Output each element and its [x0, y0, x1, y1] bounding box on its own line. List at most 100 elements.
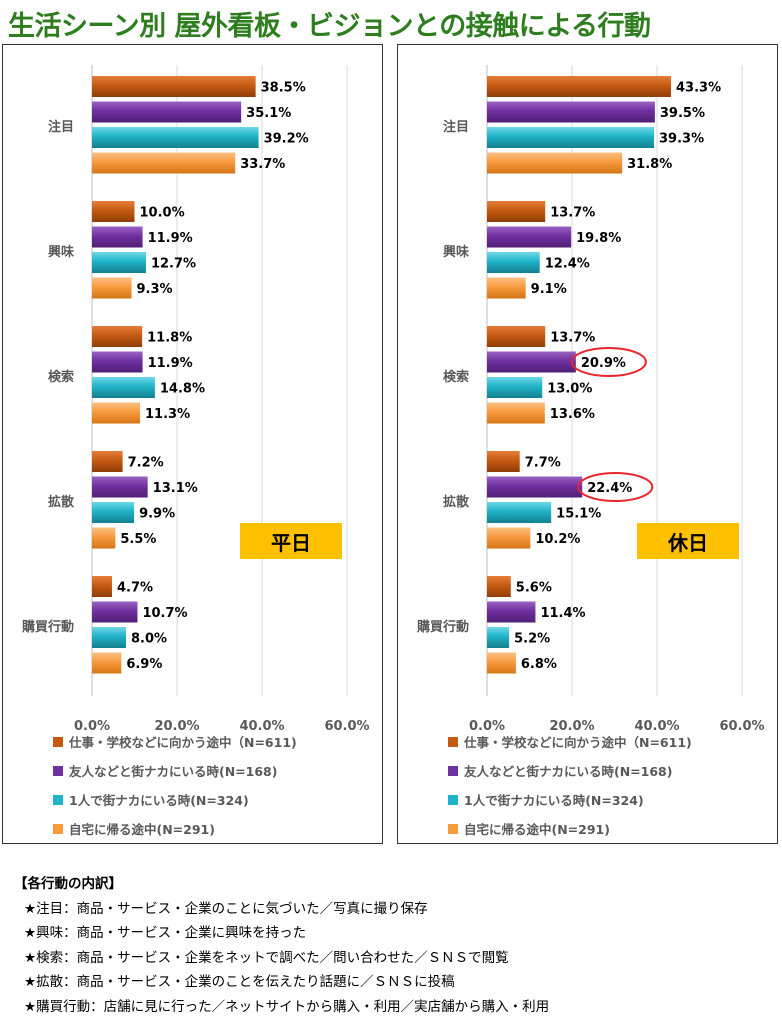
highlight-circle	[577, 472, 654, 502]
data-label: 7.2%	[128, 456, 164, 471]
legend-swatch	[53, 736, 63, 747]
data-label: 43.3%	[676, 81, 721, 96]
data-label: 10.0%	[140, 206, 185, 221]
bar	[487, 402, 545, 424]
legend-swatch	[448, 794, 458, 805]
legend-swatch	[53, 765, 63, 776]
legend-label: 自宅に帰る途中(N=291)	[464, 822, 610, 837]
legend-item: 自宅に帰る途中(N=291)	[448, 814, 692, 843]
bar	[487, 76, 672, 97]
data-label: 19.8%	[576, 231, 621, 246]
bar	[487, 652, 516, 674]
badge-holiday: 休日	[637, 523, 739, 559]
data-label: 11.9%	[148, 356, 193, 371]
data-label: 13.7%	[550, 206, 595, 221]
category-label: 興味	[443, 244, 469, 260]
bar	[92, 101, 242, 123]
legend-label: 自宅に帰る途中(N=291)	[69, 822, 215, 837]
data-label: 9.3%	[137, 282, 173, 297]
bar	[487, 277, 526, 299]
bar	[92, 527, 116, 549]
legend-label: 仕事・学校などに向かう途中（N=611)	[69, 735, 297, 750]
data-label: 11.9%	[148, 231, 193, 246]
bar	[487, 201, 546, 222]
legend-item: 仕事・学校などに向かう途中（N=611)	[53, 727, 297, 756]
bar	[92, 402, 141, 424]
behavior-notes: 【各行動の内訳】 ★注目：商品・サービス・企業のことに気づいた／写真に撮り保存 …	[14, 872, 549, 1019]
bar-chart-holiday: 0.0% 20.0% 40.0% 60.0% 注目 43.3% 39.5% 39.3% 31.8…	[416, 65, 765, 734]
data-label: 39.3%	[659, 132, 704, 147]
legend-item: 友人などと街ナカにいる時(N=168)	[448, 756, 692, 785]
bar	[92, 652, 122, 674]
legend-label: 1人で街ナカにいる時(N=324)	[464, 793, 644, 808]
data-label: 12.4%	[545, 257, 590, 272]
bar	[92, 601, 138, 623]
chart-panel-holiday: 0.0% 20.0% 40.0% 60.0% 注目 43.3% 39.5% 39.3% 31.8…	[397, 44, 778, 844]
x-tick-label: 0.0%	[469, 719, 505, 734]
bar	[487, 601, 536, 623]
data-label: 13.6%	[550, 407, 595, 422]
category-label: 購買行動	[21, 619, 74, 635]
data-label: 7.7%	[525, 456, 561, 471]
category-label: 拡散	[48, 494, 75, 510]
legend-swatch	[53, 823, 63, 834]
bar	[92, 226, 143, 248]
legend-label: 仕事・学校などに向かう途中（N=611)	[464, 735, 692, 750]
category-label: 購買行動	[416, 619, 469, 635]
legend-weekday: 仕事・学校などに向かう途中（N=611) 友人などと街ナカにいる時(N=168)…	[53, 727, 297, 843]
note-item: ★拡散：商品・サービス・企業のことを伝えたり話題に／ＳＮＳに投稿	[24, 974, 455, 990]
data-label: 6.8%	[521, 657, 557, 672]
x-tick-label: 40.0%	[634, 719, 679, 734]
data-label: 5.6%	[516, 581, 552, 596]
data-label: 33.7%	[240, 157, 285, 172]
legend-item: 自宅に帰る途中(N=291)	[53, 814, 297, 843]
chart-panel-weekday: 0.0% 20.0% 40.0% 60.0% 注目 38.5% 35.1% 39.2% 33.7…	[2, 44, 383, 844]
note-item: ★検索：商品・サービス・企業をネットで調べた／問い合わせた／ＳＮＳで閲覧	[24, 949, 509, 966]
legend-label: 友人などと街ナカにいる時(N=168)	[464, 764, 673, 779]
data-label: 6.9%	[126, 657, 162, 672]
data-label: 5.2%	[514, 632, 550, 647]
data-label: 14.8%	[160, 382, 205, 397]
bar	[487, 326, 546, 347]
bar-chart-weekday: 0.0% 20.0% 40.0% 60.0% 注目 38.5% 35.1% 39.2% 33.7…	[21, 65, 370, 734]
data-label: 35.1%	[246, 106, 291, 121]
category-label: 検索	[443, 369, 469, 385]
data-label: 13.1%	[153, 481, 198, 496]
bar	[92, 152, 236, 174]
badge-weekday: 平日	[240, 523, 342, 559]
bar	[92, 627, 126, 648]
data-label: 20.9%	[581, 356, 626, 371]
bar	[487, 351, 576, 373]
bar	[487, 377, 543, 398]
legend-label: 友人などと街ナカにいる時(N=168)	[69, 764, 278, 779]
legend-label: 1人で街ナカにいる時(N=324)	[69, 793, 249, 808]
x-tick-label: 20.0%	[154, 719, 199, 734]
data-label: 9.1%	[531, 282, 567, 297]
bar	[487, 226, 572, 248]
bar	[487, 451, 520, 472]
data-label: 11.8%	[147, 331, 192, 346]
category-label: 注目	[48, 119, 74, 135]
category-label: 拡散	[443, 494, 470, 510]
legend-swatch	[448, 765, 458, 776]
category-label: 注目	[443, 119, 469, 135]
data-label: 12.7%	[151, 257, 196, 272]
bar	[487, 101, 655, 123]
data-label: 10.7%	[142, 606, 187, 621]
bar	[92, 252, 146, 273]
bar	[92, 127, 259, 148]
data-label: 13.7%	[550, 331, 595, 346]
data-label: 22.4%	[587, 481, 632, 496]
bar	[92, 451, 123, 472]
data-label: 39.2%	[264, 132, 309, 147]
x-tick-label: 60.0%	[719, 719, 764, 734]
bar	[487, 627, 510, 648]
category-label: 興味	[48, 244, 74, 260]
note-item: ★購買行動：店舗に見に行った／ネットサイトから購入・利用／実店舗から購入・利用	[24, 998, 550, 1015]
legend-item: 1人で街ナカにいる時(N=324)	[448, 785, 692, 814]
data-label: 15.1%	[556, 507, 601, 522]
data-label: 9.9%	[139, 507, 175, 522]
page-title: 生活シーン別 屋外看板・ビジョンとの接触による行動	[8, 11, 651, 42]
note-item: ★興味：商品・サービス・企業に興味を持った	[24, 925, 307, 941]
x-tick-label: 0.0%	[74, 719, 110, 734]
